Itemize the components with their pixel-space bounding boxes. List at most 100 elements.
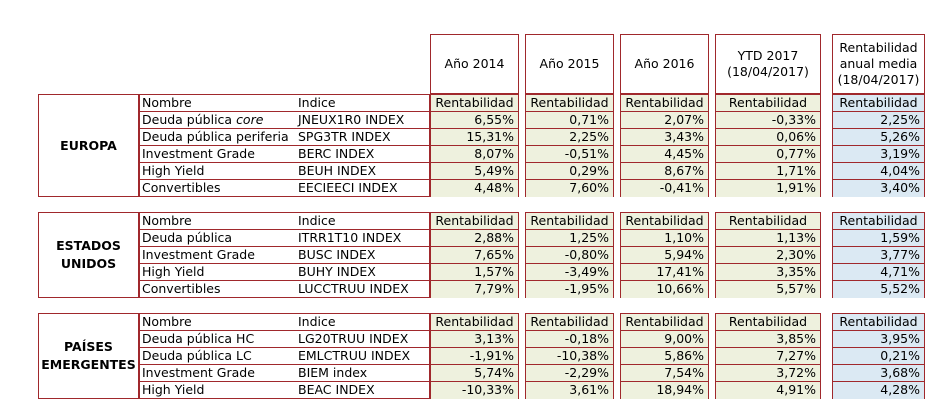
return-value: 6,55% bbox=[474, 112, 514, 127]
metric-header-cell: Rentabilidad bbox=[716, 213, 820, 230]
instrument-row: Convertibles EECIEECI INDEX bbox=[140, 180, 429, 197]
return-value: 2,07% bbox=[664, 112, 704, 127]
value-cell: 3,19% bbox=[833, 146, 924, 163]
region-label: ESTADOS UNIDOS bbox=[38, 212, 139, 298]
return-value: 18,94% bbox=[656, 382, 704, 397]
value-cell: 7,79% bbox=[431, 281, 518, 298]
instrument-block: Nombre Indice Deuda pública ITRR1T10 INDEX I… bbox=[139, 212, 430, 298]
name-column-label: Nombre bbox=[142, 314, 192, 329]
metric-label: Rentabilidad bbox=[625, 95, 704, 110]
value-cell: 18,94% bbox=[621, 382, 708, 399]
value-cell: 2,25% bbox=[526, 129, 613, 146]
instrument-name: High Yield bbox=[142, 264, 205, 279]
instrument-row: Deuda pública LC EMLCTRUU INDEX bbox=[140, 348, 429, 365]
metric-label: Rentabilidad bbox=[530, 95, 609, 110]
return-value: 7,79% bbox=[474, 281, 514, 296]
instrument-header-row: Nombre Indice bbox=[140, 314, 429, 331]
return-column: Rentabilidad 1,13% 2,30% 3,35% 5,57% bbox=[715, 212, 821, 298]
value-cell: 7,54% bbox=[621, 365, 708, 382]
average-return-column: Rentabilidad 2,25% 5,26% 3,19% 4,04% 3,40% bbox=[832, 94, 925, 197]
column-header-label: Rentabilidad anual media (18/04/2017) bbox=[838, 40, 920, 88]
return-value: 3,40% bbox=[880, 180, 920, 195]
value-cell: 5,74% bbox=[431, 365, 518, 382]
instrument-name: High Yield bbox=[142, 163, 205, 178]
value-cell: 8,67% bbox=[621, 163, 708, 180]
metric-header-cell: Rentabilidad bbox=[833, 213, 924, 230]
return-value: 4,71% bbox=[880, 264, 920, 279]
value-cell: 2,25% bbox=[833, 112, 924, 129]
value-cell: 4,28% bbox=[833, 382, 924, 399]
value-cell: 4,48% bbox=[431, 180, 518, 197]
value-cell: 5,57% bbox=[716, 281, 820, 298]
value-cell: 0,77% bbox=[716, 146, 820, 163]
value-cell: 2,07% bbox=[621, 112, 708, 129]
instrument-name: Convertibles bbox=[142, 281, 221, 296]
metric-label: Rentabilidad bbox=[839, 95, 918, 110]
return-value: 4,48% bbox=[474, 180, 514, 195]
instrument-row: Deuda pública core JNEUX1R0 INDEX bbox=[140, 112, 429, 129]
value-cell: 3,40% bbox=[833, 180, 924, 197]
column-header: Año 2015 bbox=[525, 34, 614, 94]
instrument-name: Convertibles bbox=[142, 180, 221, 195]
instrument-row: Deuda pública periferia SPG3TR INDEX bbox=[140, 129, 429, 146]
value-cell: 3,72% bbox=[716, 365, 820, 382]
return-value: 3,35% bbox=[776, 264, 816, 279]
value-cell: 15,31% bbox=[431, 129, 518, 146]
metric-label: Rentabilidad bbox=[435, 213, 514, 228]
return-value: 3,95% bbox=[880, 331, 920, 346]
value-cell: 17,41% bbox=[621, 264, 708, 281]
metric-label: Rentabilidad bbox=[530, 213, 609, 228]
region-label: PAÍSES EMERGENTES bbox=[38, 313, 139, 399]
instrument-index: BERC INDEX bbox=[298, 146, 375, 161]
metric-label: Rentabilidad bbox=[728, 213, 808, 228]
value-cell: 9,00% bbox=[621, 331, 708, 348]
metric-label: Rentabilidad bbox=[839, 213, 918, 228]
return-column: Rentabilidad 2,07% 3,43% 4,45% 8,67% -0,41% bbox=[620, 94, 709, 197]
return-column: Rentabilidad 2,88% 7,65% 1,57% 7,79% bbox=[430, 212, 519, 298]
metric-label: Rentabilidad bbox=[625, 314, 704, 329]
return-column: Rentabilidad 1,25% -0,80% -3,49% -1,95% bbox=[525, 212, 614, 298]
instrument-index: EECIEECI INDEX bbox=[298, 180, 398, 195]
return-column: Rentabilidad 6,55% 15,31% 8,07% 5,49% 4,48% bbox=[430, 94, 519, 197]
value-cell: -1,95% bbox=[526, 281, 613, 298]
instrument-name: Deuda pública HC bbox=[142, 331, 255, 346]
return-value: 5,86% bbox=[664, 348, 704, 363]
column-header: YTD 2017 (18/04/2017) bbox=[715, 34, 821, 94]
index-column-label: Indice bbox=[298, 95, 336, 110]
return-value: 4,45% bbox=[664, 146, 704, 161]
return-value: 5,74% bbox=[474, 365, 514, 380]
value-cell: 4,91% bbox=[716, 382, 820, 399]
value-cell: 7,65% bbox=[431, 247, 518, 264]
value-cell: 3,77% bbox=[833, 247, 924, 264]
metric-label: Rentabilidad bbox=[625, 213, 704, 228]
value-cell: 3,68% bbox=[833, 365, 924, 382]
column-header-label: Año 2015 bbox=[540, 56, 600, 72]
return-value: -1,95% bbox=[564, 281, 609, 296]
index-column-label: Indice bbox=[298, 314, 336, 329]
region-label-line: EUROPA bbox=[60, 137, 117, 153]
return-value: 3,77% bbox=[880, 247, 920, 262]
return-value: 9,00% bbox=[664, 331, 704, 346]
return-value: 2,30% bbox=[776, 247, 816, 262]
value-cell: -10,38% bbox=[526, 348, 613, 365]
return-value: 7,54% bbox=[664, 365, 704, 380]
metric-label: Rentabilidad bbox=[435, 314, 514, 329]
instrument-block: Nombre Indice Deuda pública HC LG20TRUU IND… bbox=[139, 313, 430, 399]
value-cell: 3,13% bbox=[431, 331, 518, 348]
return-value: 0,29% bbox=[569, 163, 609, 178]
column-header-line: (18/04/2017) bbox=[727, 64, 809, 79]
value-cell: 1,91% bbox=[716, 180, 820, 197]
metric-label: Rentabilidad bbox=[728, 95, 808, 110]
return-value: 2,88% bbox=[474, 230, 514, 245]
value-cell: 5,49% bbox=[431, 163, 518, 180]
return-value: 17,41% bbox=[656, 264, 704, 279]
return-value: 2,25% bbox=[569, 129, 609, 144]
return-value: -3,49% bbox=[564, 264, 609, 279]
metric-header-cell: Rentabilidad bbox=[621, 314, 708, 331]
instrument-block: Nombre Indice Deuda pública core JNEUX1R0 I… bbox=[139, 94, 430, 197]
value-cell: 0,29% bbox=[526, 163, 613, 180]
instrument-index: LUCCTRUU INDEX bbox=[298, 281, 409, 296]
region-label: EUROPA bbox=[38, 94, 139, 197]
instrument-index: BEUH INDEX bbox=[298, 163, 377, 178]
value-cell: 3,85% bbox=[716, 331, 820, 348]
